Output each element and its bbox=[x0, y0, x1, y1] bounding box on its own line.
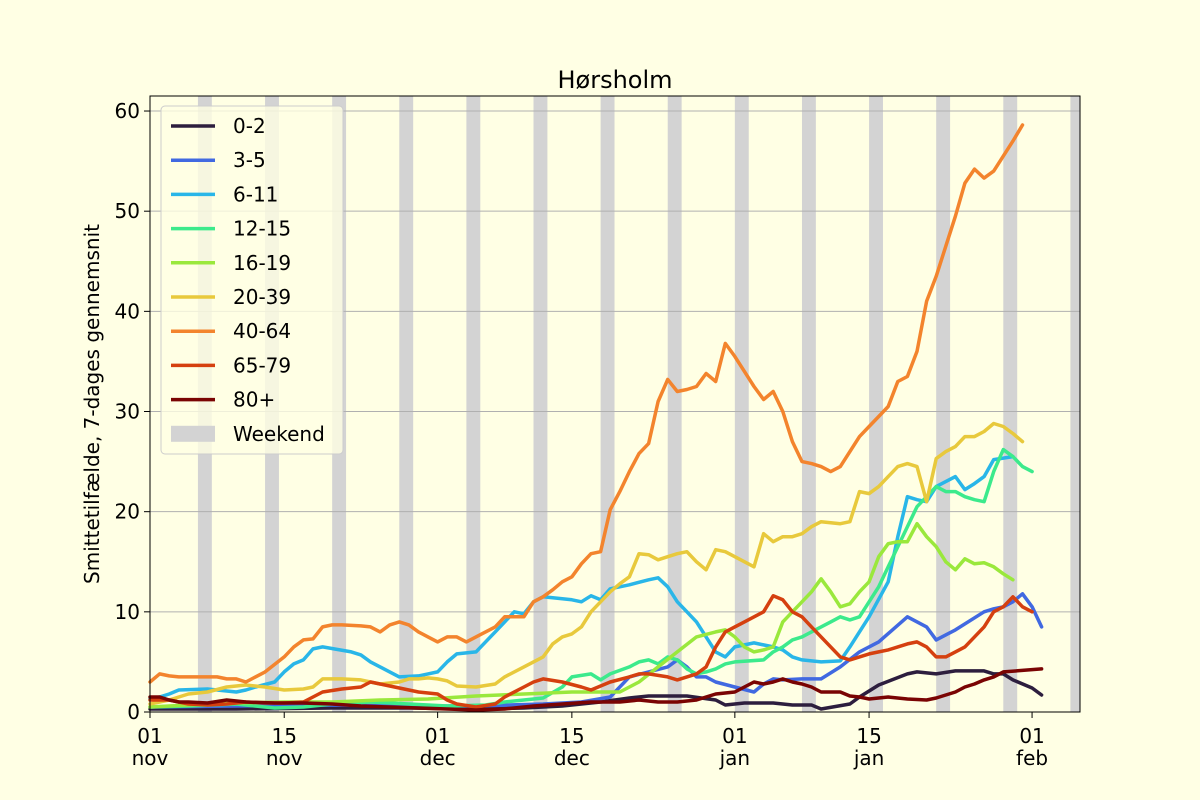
legend-label-6-11: 6-11 bbox=[233, 182, 278, 206]
weekend-band bbox=[936, 96, 951, 712]
x-tick-label-day: 01 bbox=[1019, 724, 1044, 748]
series-line-40-64 bbox=[148, 123, 1025, 684]
series-line-80+ bbox=[148, 667, 1044, 712]
x-tick-label-month: nov bbox=[266, 746, 303, 770]
legend-label-16-19: 16-19 bbox=[233, 251, 291, 275]
weekend-band bbox=[600, 96, 615, 712]
y-tick-label: 0 bbox=[127, 700, 140, 724]
y-axis-label: Smittetilfælde, 7-dages gennemsnit bbox=[80, 224, 104, 584]
legend-label-3-5: 3-5 bbox=[233, 148, 266, 172]
x-tick-label-day: 01 bbox=[425, 724, 450, 748]
y-tick-label: 60 bbox=[115, 99, 140, 123]
x-tick-label-day: 01 bbox=[137, 724, 162, 748]
x-tick-label-day: 01 bbox=[722, 724, 747, 748]
legend: 0-2 3-5 6-11 12-15 16-19 20-39 40-64 65-79 80+ We… bbox=[160, 105, 344, 455]
legend-swatch-weekend bbox=[171, 425, 215, 442]
weekend-band bbox=[801, 96, 816, 712]
legend-label-40-64: 40-64 bbox=[233, 319, 291, 343]
y-tick-label: 20 bbox=[115, 500, 140, 524]
chart-title: Hørsholm bbox=[557, 66, 672, 94]
x-tick-label-day: 15 bbox=[559, 724, 584, 748]
plot-frame bbox=[149, 95, 1081, 713]
x-tick-label-month: dec bbox=[554, 746, 590, 770]
x-tick-label-month: dec bbox=[420, 746, 456, 770]
x-tick-label-month: jan bbox=[853, 746, 885, 770]
x-tick-label-month: nov bbox=[132, 746, 169, 770]
weekend-band bbox=[466, 96, 481, 712]
weekend-band bbox=[667, 96, 682, 712]
series-line-16-19 bbox=[148, 521, 1015, 709]
x-tick-label-day: 15 bbox=[856, 724, 881, 748]
y-tick-label: 50 bbox=[115, 199, 140, 223]
data-series bbox=[148, 123, 1044, 712]
x-tick-label-month: feb bbox=[1016, 746, 1048, 770]
legend-label-0-2: 0-2 bbox=[233, 114, 266, 138]
series-line-65-79 bbox=[148, 594, 1034, 709]
y-tick-label: 40 bbox=[115, 299, 140, 323]
series-line-20-39 bbox=[148, 421, 1025, 706]
weekend-band bbox=[399, 96, 414, 712]
legend-label-65-79: 65-79 bbox=[233, 353, 291, 377]
x-tick-label-day: 15 bbox=[272, 724, 297, 748]
legend-label-12-15: 12-15 bbox=[233, 217, 291, 241]
y-tick-label: 30 bbox=[115, 400, 140, 424]
x-tick-label-month: jan bbox=[719, 746, 751, 770]
weekend-band bbox=[533, 96, 548, 712]
y-tick-label: 10 bbox=[115, 600, 140, 624]
weekend-band bbox=[869, 96, 883, 712]
weekend-band bbox=[1070, 96, 1080, 712]
weekend-band bbox=[1003, 96, 1018, 712]
y-axis: 0 10 20 30 40 50 60 bbox=[115, 99, 150, 724]
legend-label-80+: 80+ bbox=[233, 388, 275, 412]
legend-label-20-39: 20-39 bbox=[233, 285, 291, 309]
legend-label-weekend: Weekend bbox=[233, 422, 325, 446]
